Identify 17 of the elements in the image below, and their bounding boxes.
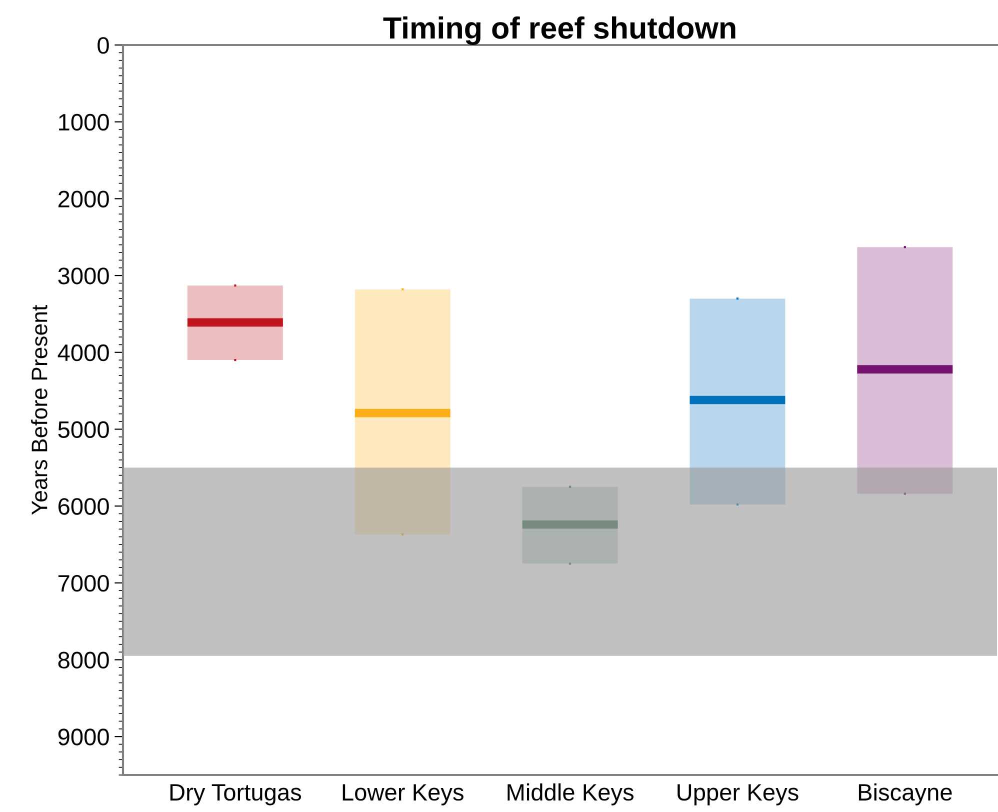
y-tick-label: 9000 [58,728,109,746]
x-tick-label: Biscayne [858,783,952,806]
y-tick-label: 5000 [58,421,109,438]
x-tick-label: Dry Tortugas [170,784,302,806]
y-tick-label: 3000 [58,268,109,284]
x-tick-label: Lower Keys [342,784,464,806]
y-axis-title: Years Before Present [31,304,48,515]
y-tick-label: 8000 [58,652,109,669]
y-tick-label: 4000 [58,344,109,362]
x-tick-label: Middle Keys [508,783,634,806]
chart-title: Timing of reef shutdown [383,16,736,45]
y-tick-label: 0 [98,37,109,54]
y-tick-label: 6000 [58,498,109,515]
y-tick-label: 1000 [59,114,109,131]
y-tick-label: 7000 [58,574,109,592]
x-tick-label: Upper Keys [678,784,798,806]
y-tick-label: 2000 [58,190,109,208]
